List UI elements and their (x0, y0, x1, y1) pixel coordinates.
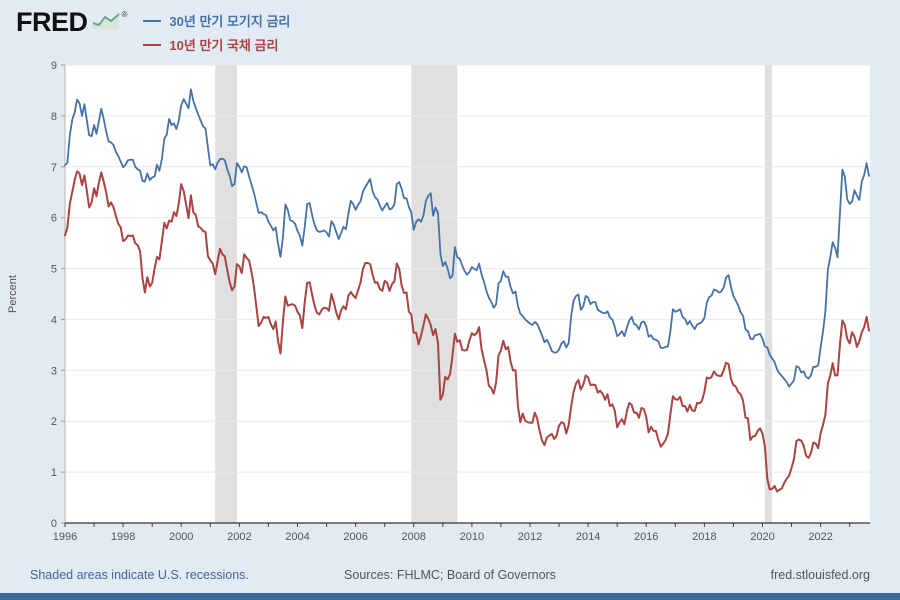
recession-note-link[interactable]: Shaded areas indicate U.S. recessions. (30, 568, 249, 582)
y-tick-label: 4 (51, 314, 57, 326)
x-tick-label: 2006 (343, 531, 367, 543)
y-tick-label: 7 (51, 162, 57, 174)
x-tick-label: 2010 (460, 531, 484, 543)
y-tick-label: 6 (51, 213, 57, 225)
recession-band (215, 65, 237, 523)
chart-header: FRED ® 30년 만기 모기지 금리 10년 만기 국채 금리 (0, 0, 900, 57)
x-tick-label: 2022 (808, 531, 832, 543)
fred-logo-text: FRED (16, 7, 88, 37)
y-tick-label: 5 (51, 264, 57, 276)
x-tick-label: 1996 (53, 531, 77, 543)
recession-band (411, 65, 458, 523)
legend-item-treasury-rate[interactable]: 10년 만기 국채 금리 (143, 35, 290, 54)
x-tick-label: 2018 (692, 531, 716, 543)
x-tick-label: 2002 (227, 531, 251, 543)
legend-label-mortgage-rate: 30년 만기 모기지 금리 (169, 14, 291, 29)
y-tick-label: 8 (51, 111, 57, 123)
chart-footer: Shaded areas indicate U.S. recessions. S… (0, 557, 900, 593)
line-chart[interactable]: 0 1 2 3 4 5 6 7 8 9 1996 1998 2000 2002 2004 2006 2008 20… (0, 57, 900, 557)
fred-logo[interactable]: FRED ® (16, 9, 127, 36)
registered-mark: ® (121, 10, 128, 19)
x-tick-label: 2004 (285, 531, 309, 543)
fred-logo-chart-icon (92, 13, 120, 29)
y-tick-label: 9 (51, 60, 57, 72)
x-tick-label: 2016 (634, 531, 658, 543)
y-tick-label: 2 (51, 416, 57, 428)
y-axis-title: Percent (7, 275, 19, 313)
bottom-accent-bar (0, 593, 900, 600)
chart-area: 0 1 2 3 4 5 6 7 8 9 1996 1998 2000 2002 2004 2006 2008 20… (0, 57, 900, 557)
y-tick-label: 3 (51, 365, 57, 377)
fred-site-link[interactable]: fred.stlouisfed.org (770, 568, 870, 582)
x-tick-label: 2020 (750, 531, 774, 543)
series-line-swatch-blue (143, 19, 162, 22)
legend-label-treasury-rate: 10년 만기 국채 금리 (169, 38, 279, 53)
x-tick-label: 1998 (111, 531, 135, 543)
plot-background (65, 65, 870, 523)
x-tick-label: 2008 (401, 531, 425, 543)
legend-item-mortgage-rate[interactable]: 30년 만기 모기지 금리 (143, 11, 290, 30)
chart-legend: 30년 만기 모기지 금리 10년 만기 국채 금리 (143, 9, 290, 54)
sources-text: Sources: FHLMC; Board of Governors (344, 568, 556, 582)
y-tick-label: 1 (51, 467, 57, 479)
series-line-treasury (64, 170, 870, 493)
x-tick-label: 2014 (576, 531, 600, 543)
recession-band (764, 65, 773, 523)
series-line-swatch-red (143, 43, 162, 46)
y-tick-label: 0 (51, 518, 57, 530)
series-line-mortgage (64, 88, 870, 388)
x-tick-label: 2012 (518, 531, 542, 543)
x-tick-label: 2000 (169, 531, 193, 543)
